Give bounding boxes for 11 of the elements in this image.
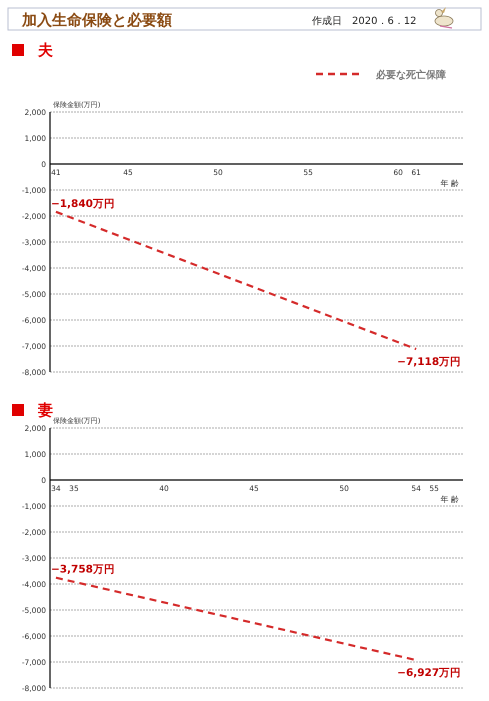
x-axis-title: 年 齢 bbox=[440, 179, 459, 188]
legend-label: 必要な死亡保障 bbox=[375, 69, 446, 81]
data-label: −7,118万円 bbox=[397, 356, 462, 368]
chart-title: 夫 bbox=[37, 41, 54, 59]
data-label: −6,927万円 bbox=[397, 667, 462, 680]
chart-title: 妻 bbox=[37, 401, 53, 419]
data-label: −3,758万円 bbox=[50, 564, 115, 576]
text: 加入生命保険と必要額 bbox=[21, 11, 172, 29]
x-axis-title: 年 齢 bbox=[440, 495, 459, 504]
data-label: −1,840万円 bbox=[50, 198, 115, 210]
text: 作成日 2020．6．12 bbox=[311, 15, 417, 27]
